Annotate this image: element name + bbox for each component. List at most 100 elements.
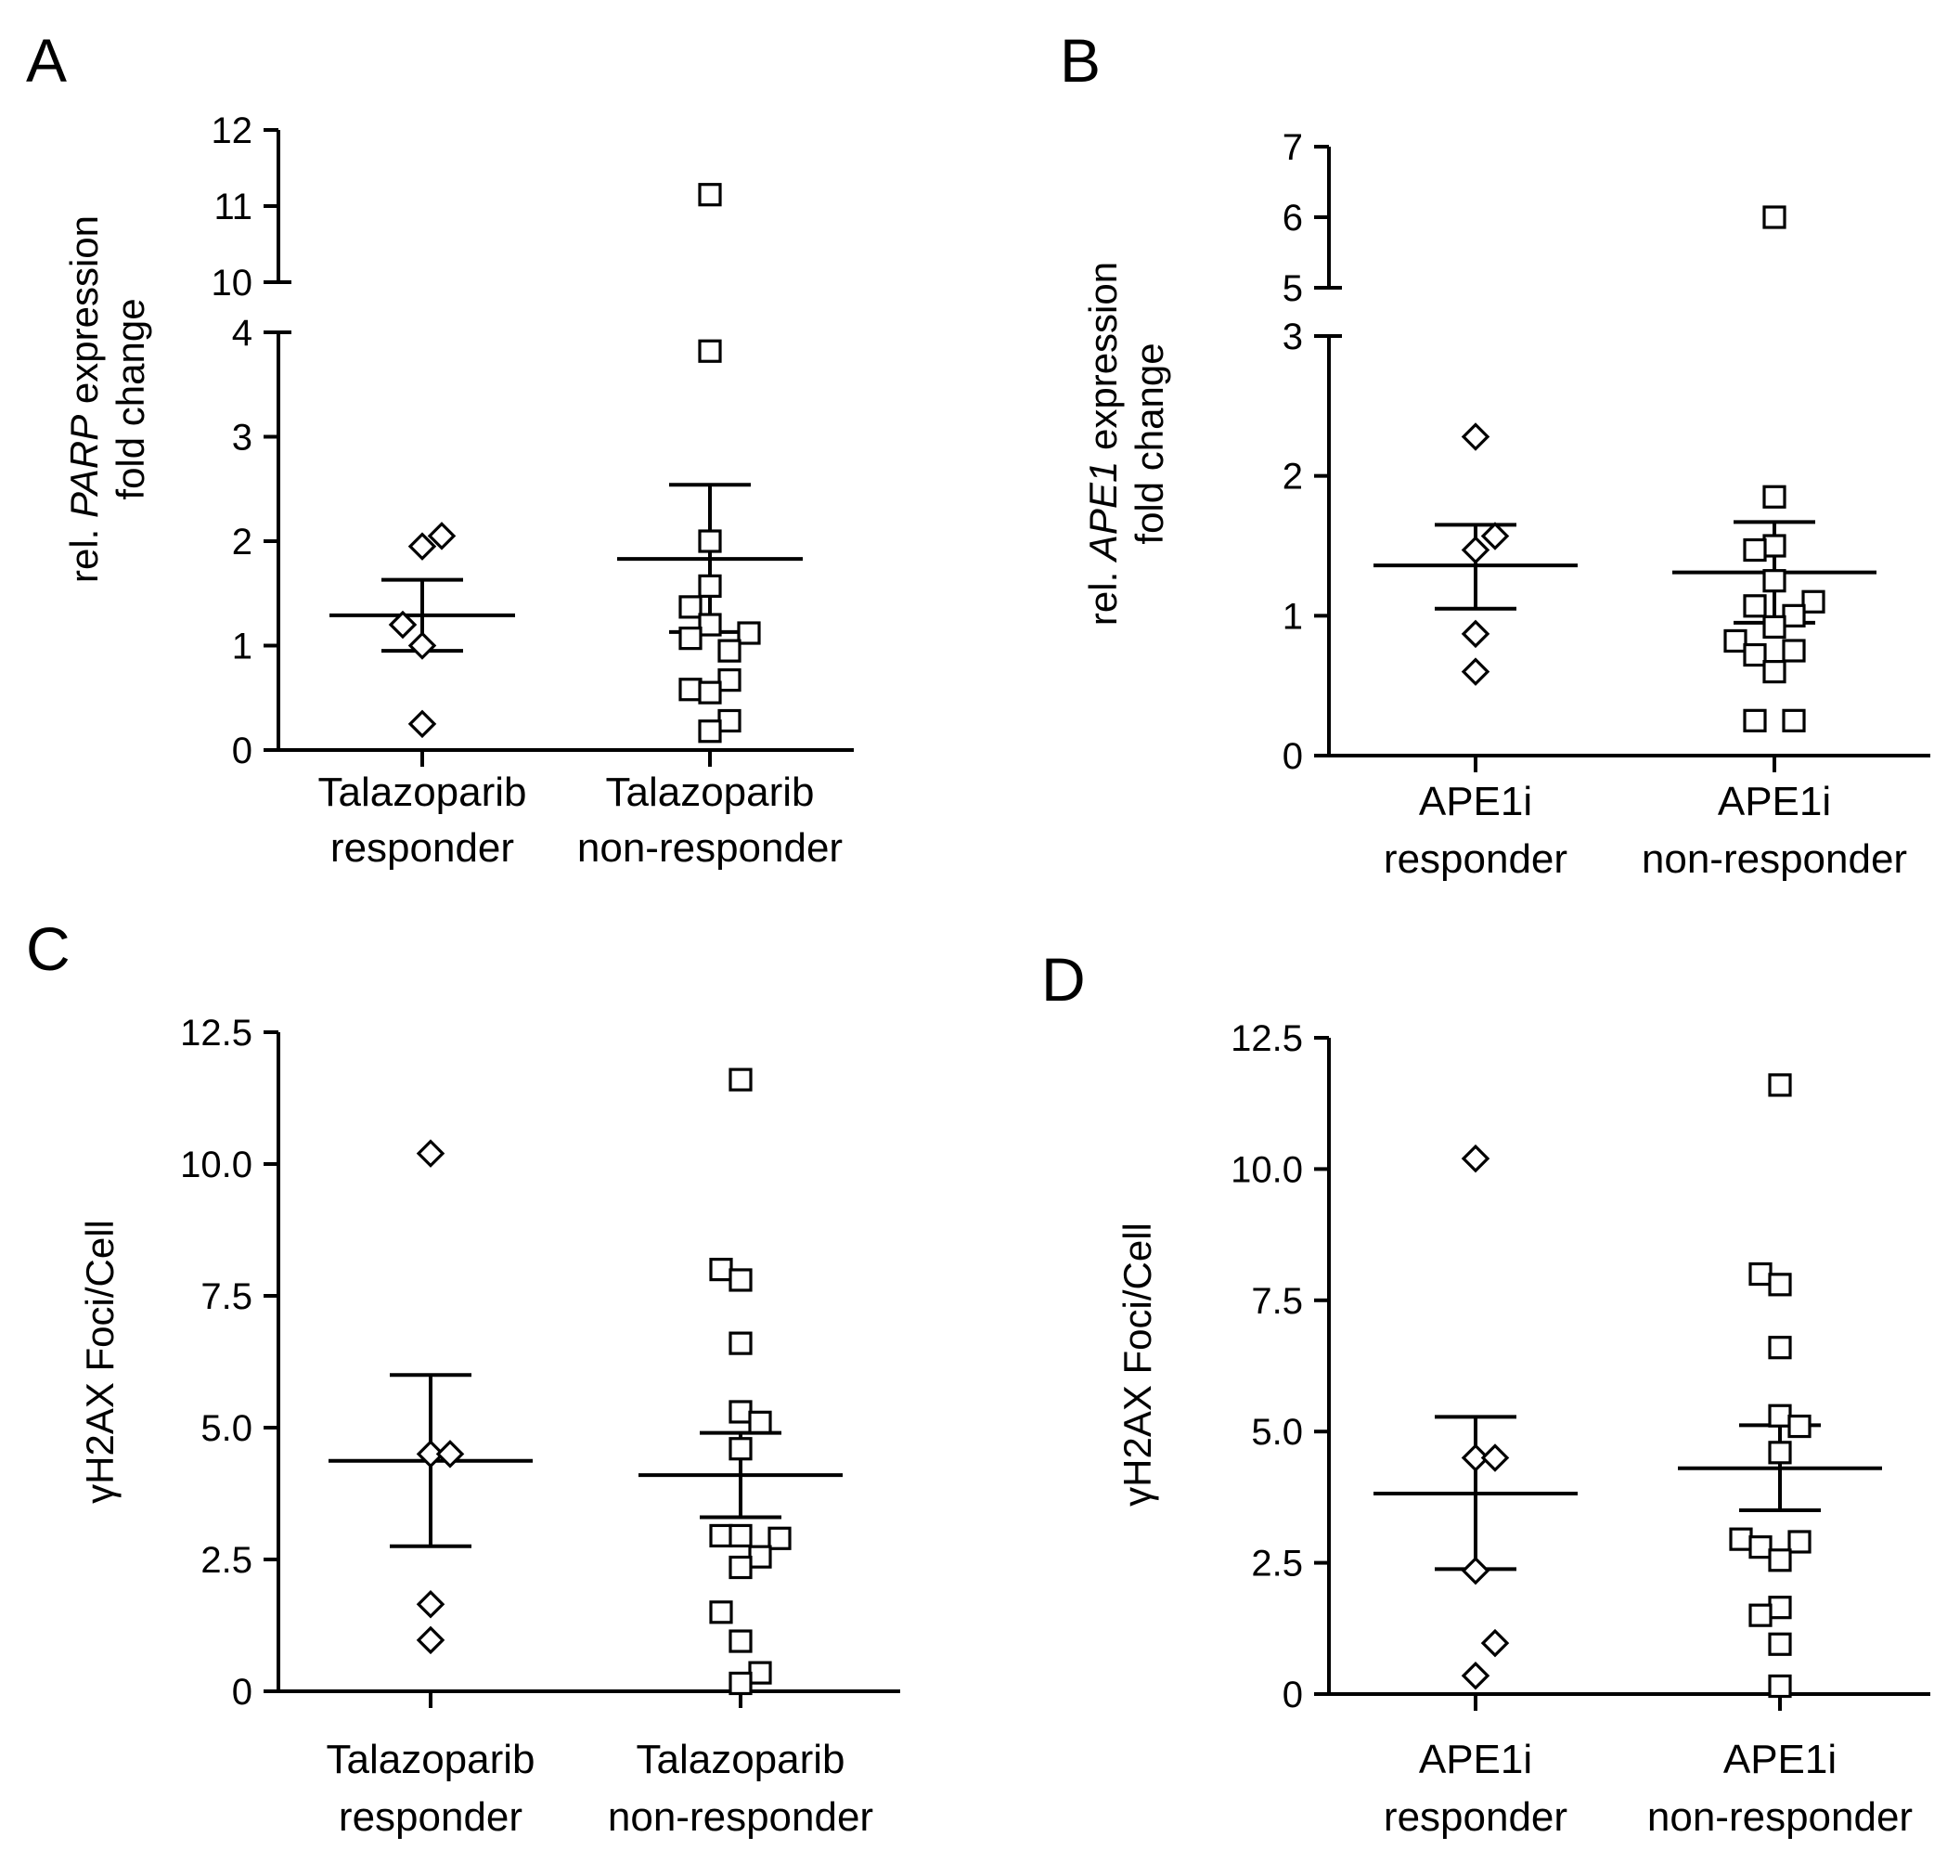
d-data-point-non-responder <box>1768 1674 1792 1699</box>
a-y-axis-label-line2: fold change <box>109 298 152 499</box>
c-category-label-line1: Talazoparib <box>326 1737 535 1782</box>
d-y-axis-label: γH2AX Foci/Cell <box>1115 1223 1159 1507</box>
c-category-label-line2: non-responder <box>608 1794 873 1840</box>
b-data-point-responder <box>1461 422 1490 451</box>
a-category-label-line2: non-responder <box>577 825 843 871</box>
d-data-point-responder <box>1461 1661 1490 1690</box>
a-category-label-line1: Talazoparib <box>317 770 526 815</box>
d-y-tick-label: 0 <box>1283 1675 1303 1715</box>
panel-a-chart: 01234101112TalazoparibresponderTalazopar… <box>62 110 854 871</box>
c-y-tick-label: 12.5 <box>180 1013 252 1054</box>
a-data-point-responder <box>427 522 457 550</box>
b-data-point-non-responder <box>1762 659 1786 684</box>
c-y-tick-label: 7.5 <box>200 1276 252 1317</box>
b-category-label-line2: non-responder <box>1642 836 1907 882</box>
a-data-point-non-responder <box>698 574 722 598</box>
a-y-tick-label: 2 <box>232 522 252 563</box>
b-y-label-gene: APE1 <box>1081 461 1125 563</box>
a-data-point-non-responder <box>678 627 703 651</box>
a-data-point-non-responder <box>698 339 722 363</box>
b-y-tick-label: 5 <box>1283 268 1303 309</box>
b-data-point-non-responder <box>1743 594 1767 618</box>
b-y-tick-label: 3 <box>1283 317 1303 357</box>
b-data-point-non-responder <box>1743 708 1767 732</box>
c-y-tick-label: 0 <box>232 1672 252 1713</box>
c-data-point-non-responder <box>729 1268 753 1292</box>
d-data-point-non-responder <box>1787 1414 1812 1439</box>
b-y-tick-label: 0 <box>1283 736 1303 777</box>
a-y-tick-label: 3 <box>232 418 252 459</box>
a-data-point-non-responder <box>698 613 722 637</box>
c-data-point-non-responder <box>767 1526 792 1550</box>
d-y-tick-label: 7.5 <box>1251 1281 1303 1322</box>
b-data-point-non-responder <box>1762 205 1786 229</box>
c-data-point-non-responder <box>729 1400 753 1424</box>
d-data-point-non-responder <box>1748 1535 1773 1559</box>
d-data-point-responder <box>1461 1556 1490 1585</box>
c-data-point-non-responder <box>748 1410 772 1434</box>
a-data-point-non-responder <box>698 680 722 705</box>
b-data-point-non-responder <box>1762 534 1786 558</box>
c-data-point-non-responder <box>729 1671 753 1696</box>
c-category-label-line1: Talazoparib <box>636 1737 845 1782</box>
c-data-point-non-responder <box>709 1600 733 1624</box>
b-y-tick-label: 2 <box>1283 457 1303 498</box>
c-data-point-non-responder <box>729 1437 753 1461</box>
c-data-point-non-responder <box>729 1629 753 1653</box>
d-data-point-non-responder <box>1768 1596 1792 1620</box>
c-category-label-line2: responder <box>339 1794 522 1840</box>
a-y-tick-label: 12 <box>212 110 253 151</box>
c-data-point-non-responder <box>729 1067 753 1092</box>
b-y-tick-label: 1 <box>1283 596 1303 637</box>
c-data-point-non-responder <box>709 1257 733 1282</box>
b-data-point-responder <box>1480 522 1510 550</box>
a-category-label-line1: Talazoparib <box>605 770 814 815</box>
d-data-point-responder <box>1480 1443 1510 1472</box>
a-y-label-suffix: expression <box>62 215 106 415</box>
a-y-label-gene: PARP <box>62 415 106 518</box>
d-data-point-non-responder <box>1768 1073 1792 1097</box>
b-data-point-non-responder <box>1723 628 1747 653</box>
b-data-point-non-responder <box>1762 485 1786 509</box>
c-data-point-responder <box>416 1590 445 1619</box>
panel-c-chart: 0 2.5 5.0 7.5 10.0 12.5 Talazoparib responder Ta… <box>78 1013 900 1840</box>
a-y-tick-label: 0 <box>232 731 252 771</box>
c-data-point-responder <box>416 1139 445 1168</box>
a-y-label-prefix: rel. <box>62 518 106 583</box>
d-category-label-line2: responder <box>1384 1794 1567 1840</box>
a-data-point-responder <box>407 532 437 561</box>
b-y-tick-label: 7 <box>1283 127 1303 168</box>
d-y-tick-label: 5.0 <box>1251 1412 1303 1453</box>
d-data-point-non-responder <box>1729 1527 1753 1551</box>
a-y-axis-label: rel. PARP expression <box>62 215 106 583</box>
d-y-tick-label: 10.0 <box>1231 1149 1303 1190</box>
d-data-point-non-responder <box>1768 1548 1792 1572</box>
c-data-point-non-responder <box>748 1545 772 1569</box>
a-data-point-non-responder <box>717 668 741 692</box>
b-data-point-non-responder <box>1801 589 1825 614</box>
a-data-point-non-responder <box>698 183 722 207</box>
a-data-point-responder <box>407 709 437 739</box>
d-data-point-non-responder <box>1748 1261 1773 1287</box>
c-data-point-non-responder <box>729 1523 753 1548</box>
d-data-point-non-responder <box>1768 1632 1792 1656</box>
d-data-point-non-responder <box>1768 1273 1792 1297</box>
d-data-point-responder <box>1461 1443 1490 1472</box>
d-category-label-line2: non-responder <box>1647 1794 1913 1840</box>
d-data-point-non-responder <box>1768 1336 1792 1360</box>
b-y-tick-label: 6 <box>1283 198 1303 239</box>
d-data-point-non-responder <box>1748 1603 1773 1627</box>
d-data-point-non-responder <box>1787 1530 1812 1554</box>
a-data-point-non-responder <box>698 529 722 553</box>
a-data-point-non-responder <box>678 678 703 702</box>
panel-letter-c: C <box>26 914 71 983</box>
b-category-label-line1: APE1i <box>1718 779 1831 824</box>
c-y-axis-label: γH2AX Foci/Cell <box>78 1220 122 1504</box>
d-y-tick-label: 2.5 <box>1251 1544 1303 1585</box>
a-data-point-responder <box>407 631 437 660</box>
d-data-point-responder <box>1480 1628 1510 1658</box>
d-category-label-line1: APE1i <box>1723 1737 1837 1782</box>
d-y-tick-label: 12.5 <box>1231 1018 1303 1059</box>
panel-b-chart: 0 1 2 3 5 6 7 APE1i responder APE1i non-responder r… <box>1081 127 1930 882</box>
